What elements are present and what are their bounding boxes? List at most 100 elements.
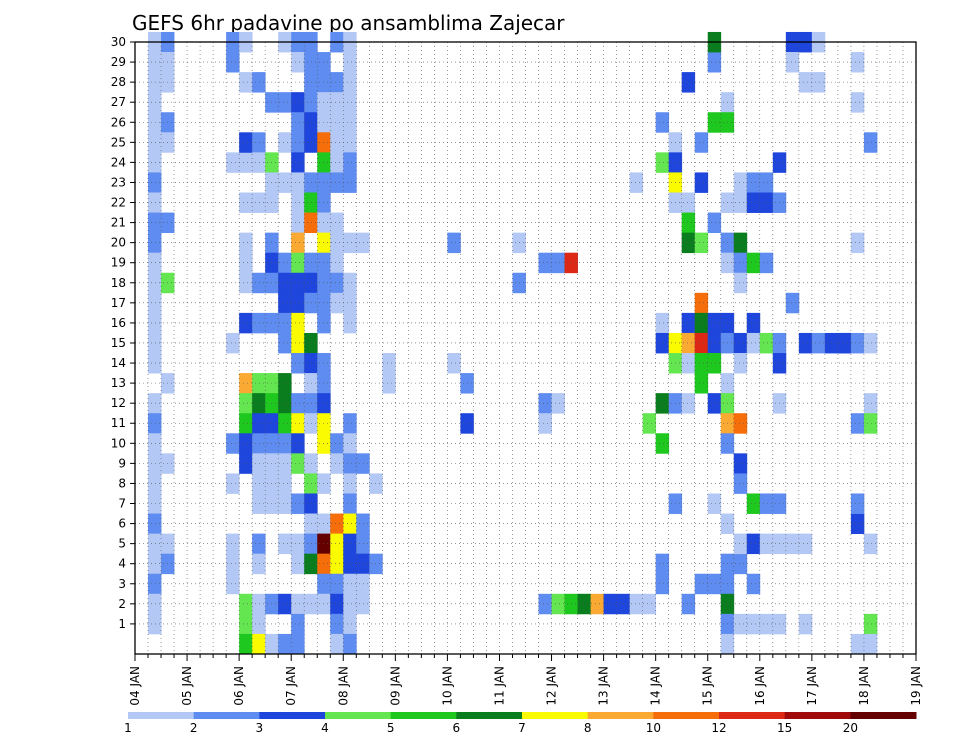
- heatmap-cell: [252, 553, 266, 575]
- heatmap-cell: [291, 212, 305, 234]
- legend-swatch: [456, 712, 523, 719]
- heatmap-cell: [278, 312, 292, 334]
- heatmap-cell: [707, 393, 722, 414]
- heatmap-cell: [148, 172, 162, 193]
- heatmap-cell: [707, 332, 722, 354]
- heatmap-cell: [239, 593, 253, 615]
- heatmap-cell: [759, 172, 774, 193]
- heatmap-cell: [226, 152, 240, 173]
- heatmap-cell: [863, 413, 878, 434]
- heatmap-cell: [330, 152, 344, 173]
- x-tick-label: 06 JAN: [232, 666, 246, 706]
- heatmap-cell: [148, 92, 162, 113]
- heatmap-cell: [304, 513, 318, 535]
- heatmap-cell: [538, 413, 552, 434]
- heatmap-cell: [291, 192, 305, 213]
- y-tick-label: 4: [118, 557, 126, 571]
- heatmap-cell: [252, 413, 266, 434]
- heatmap-cell: [252, 433, 266, 454]
- heatmap-cell: [343, 72, 357, 93]
- heatmap-cell: [746, 493, 761, 514]
- heatmap-cell: [681, 212, 696, 234]
- heatmap-cell: [304, 292, 318, 314]
- legend-label: 2: [190, 721, 198, 735]
- heatmap-cell: [304, 132, 318, 153]
- heatmap-cell: [304, 353, 318, 374]
- x-tick-label: 09 JAN: [388, 666, 402, 706]
- heatmap-cell: [655, 393, 670, 414]
- heatmap-cell: [694, 573, 709, 595]
- heatmap-cell: [850, 92, 865, 113]
- heatmap-cell: [850, 413, 865, 434]
- heatmap-cell: [148, 413, 162, 434]
- heatmap-cell: [746, 252, 761, 274]
- y-tick-label: 8: [118, 476, 126, 490]
- y-tick-label: 7: [118, 497, 126, 511]
- heatmap-cell: [720, 633, 735, 655]
- legend-swatch: [653, 712, 720, 719]
- heatmap-cell: [226, 433, 240, 454]
- heatmap-cell: [291, 232, 305, 254]
- heatmap-cell: [330, 453, 344, 474]
- heatmap-cell: [252, 453, 266, 474]
- x-tick-label: 15 JAN: [701, 666, 715, 706]
- y-tick-label: 17: [111, 296, 126, 310]
- heatmap-cell: [863, 132, 878, 153]
- heatmap-cell: [369, 553, 383, 575]
- heatmap-cell: [577, 593, 591, 615]
- legend-swatch: [390, 712, 457, 719]
- heatmap-cell: [252, 613, 266, 635]
- legend-label: 20: [843, 721, 858, 735]
- legend-label: 6: [453, 721, 461, 735]
- heatmap-cell: [330, 272, 344, 294]
- heatmap-cell: [707, 493, 722, 514]
- heatmap-cell: [811, 72, 826, 93]
- heatmap-cell: [746, 192, 761, 213]
- heatmap-cell: [291, 312, 305, 334]
- heatmap-cell: [226, 473, 240, 494]
- heatmap-cell: [291, 553, 305, 575]
- y-tick-label: 29: [111, 55, 126, 69]
- heatmap-cell: [330, 513, 344, 535]
- heatmap-cell: [291, 453, 305, 474]
- y-tick-label: 14: [111, 356, 126, 370]
- heatmap-cell: [850, 513, 865, 535]
- heatmap-cell: [330, 252, 344, 274]
- x-tick-label: 05 JAN: [180, 666, 194, 706]
- heatmap-cell: [746, 312, 761, 334]
- heatmap-cell: [603, 593, 618, 615]
- heatmap-cell: [356, 453, 370, 474]
- heatmap-cell: [343, 613, 357, 635]
- heatmap-cell: [252, 72, 266, 93]
- heatmap-cell: [291, 132, 305, 153]
- heatmap-cell: [252, 192, 266, 213]
- heatmap-cell: [850, 633, 865, 655]
- heatmap-cell: [759, 252, 774, 274]
- x-tick-label: 04 JAN: [128, 666, 142, 706]
- heatmap-cell: [629, 172, 644, 193]
- heatmap-cell: [681, 312, 696, 334]
- heatmap-cell: [252, 473, 266, 494]
- y-tick-label: 6: [118, 517, 126, 531]
- heatmap-cell: [291, 633, 305, 655]
- legend-label: 4: [321, 721, 329, 735]
- legend-swatch: [325, 712, 392, 719]
- heatmap-cell: [343, 292, 357, 314]
- heatmap-cell: [278, 393, 292, 414]
- y-tick-label: 13: [111, 376, 126, 390]
- heatmap-cell: [343, 493, 357, 514]
- heatmap-cell: [148, 613, 162, 635]
- heatmap-cell: [681, 192, 696, 213]
- heatmap-cell: [343, 633, 357, 655]
- heatmap-cell: [356, 573, 370, 595]
- heatmap-cell: [252, 593, 266, 615]
- heatmap-cell: [343, 533, 357, 555]
- heatmap-cell: [148, 593, 162, 615]
- heatmap-cell: [278, 473, 292, 494]
- heatmap-cell: [343, 593, 357, 615]
- heatmap-cell: [239, 413, 253, 434]
- heatmap-cell: [148, 573, 162, 595]
- x-tick-label: 14 JAN: [649, 666, 663, 706]
- x-tick-label: 08 JAN: [336, 666, 350, 706]
- heatmap-cell: [291, 252, 305, 274]
